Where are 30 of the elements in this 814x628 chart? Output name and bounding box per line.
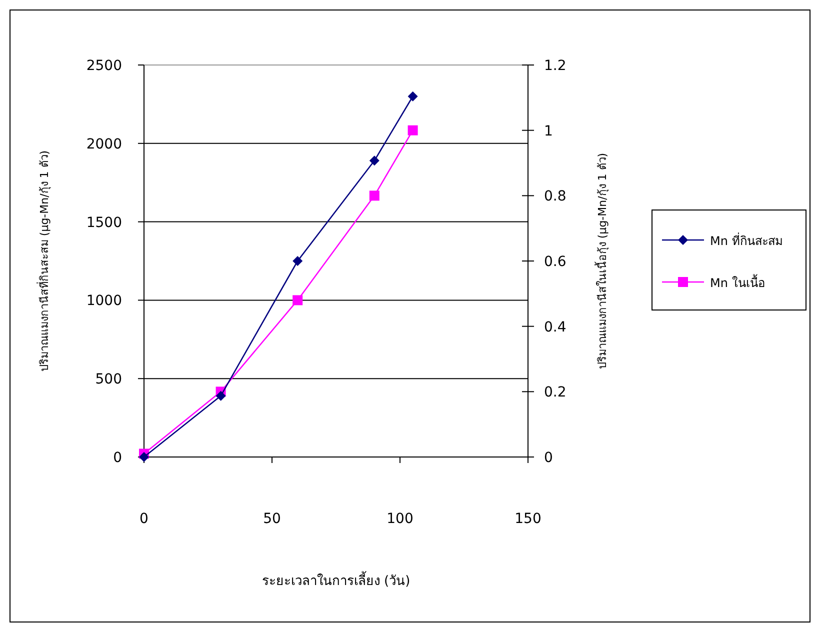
y2-tick-label: 0.8 (544, 188, 566, 205)
x-tick-label: 0 (140, 511, 148, 527)
point (139, 452, 149, 462)
point (292, 256, 303, 266)
y2-tick-label: 0.6 (544, 254, 566, 270)
point (369, 190, 380, 201)
y2-tick-label: 0 (544, 450, 553, 466)
point (408, 125, 418, 136)
y-tick-label: 1000 (86, 293, 122, 310)
point (408, 91, 418, 102)
y2-tick-label: 0.2 (544, 384, 566, 401)
legend-label: Mn ที่กินสะสม (710, 232, 783, 248)
y-tick-label: 2500 (86, 58, 122, 74)
x-tick-label: 50 (263, 511, 281, 527)
point (292, 295, 303, 306)
y2-tick-label: 0.4 (544, 319, 566, 336)
y-axis-title: ปริมาณแมงกานีสที่กินสะสม (µg-Mn/กุ้ง 1 ตัว) (36, 150, 51, 372)
point (216, 390, 226, 401)
y2-tick-label: 1 (544, 123, 553, 140)
x-tick-label: 150 (514, 511, 542, 527)
legend-label: Mn ในเนื้อ (710, 274, 765, 290)
y-tick-label: 500 (95, 372, 122, 388)
y-tick-label: 2000 (86, 136, 122, 152)
y-tick-label: 0 (113, 450, 122, 466)
y2-axis-title: ปริมาณแมงกานีสในเนื้อกุ้ง (µg-Mn/กุ้ง 1 ตัว) (594, 152, 609, 370)
x-axis-title: ระยะเวลาในการเลี้ยง (วัน) (262, 571, 410, 589)
point (369, 156, 380, 166)
x-tick-label: 100 (386, 511, 414, 527)
y2-tick-label: 1.2 (544, 58, 566, 74)
y-tick-label: 1500 (86, 214, 122, 231)
